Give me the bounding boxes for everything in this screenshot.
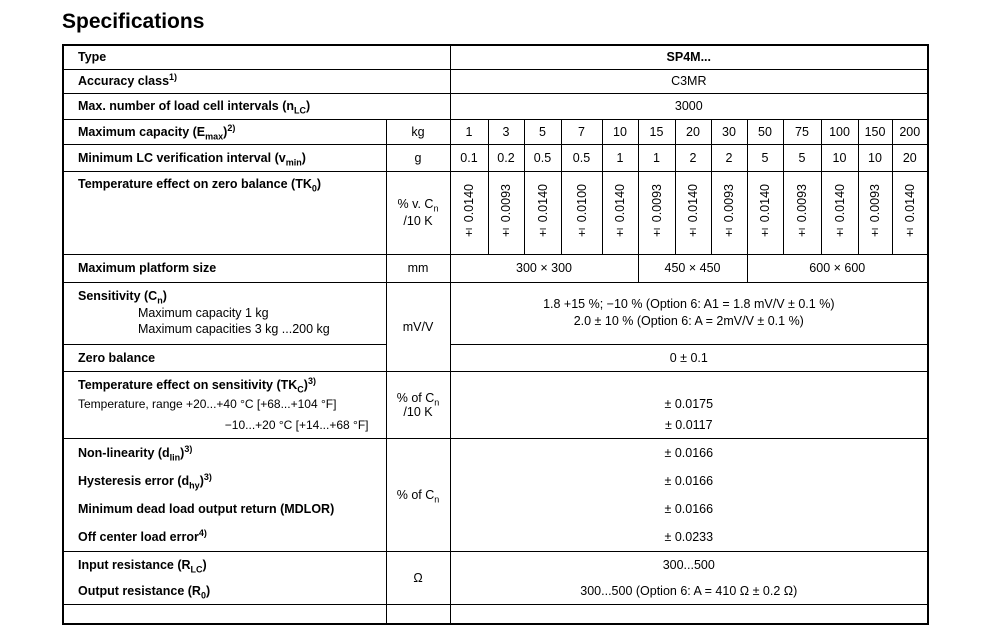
errors-label: Non-linearity (dlin)3) Hysteresis error …: [62, 437, 387, 552]
tk0-value: ± 0.0093: [710, 170, 748, 255]
row-type: Type SP4M...: [62, 44, 929, 70]
tk0-value-text: ± 0.0093: [499, 183, 513, 240]
type-label: Type: [62, 44, 451, 70]
zero-label: Zero balance: [62, 343, 387, 372]
tk0-value-text: ± 0.0140: [462, 183, 476, 240]
tk0-value: ± 0.0093: [857, 170, 893, 255]
page-title: Specifications: [62, 10, 205, 33]
sensitivity-value: 1.8 +15 %; −10 % (Option 6: A1 = 1.8 mV/…: [449, 281, 929, 345]
tk0-value-text: ± 0.0100: [574, 183, 589, 240]
intervals-value: 3000: [449, 92, 929, 120]
tk0-value: ± 0.0140: [523, 170, 562, 255]
capacity-value: 1: [449, 118, 489, 145]
vmin-value: 10: [857, 143, 893, 172]
capacity-value: 75: [782, 118, 822, 145]
tk0-value: ± 0.0100: [560, 170, 603, 255]
tk0-value-text: ± 0.0093: [722, 183, 736, 240]
capacity-value: 7: [560, 118, 603, 145]
errors-unit: % of Cn: [385, 437, 451, 552]
intervals-label: Max. number of load cell intervals (nLC): [62, 92, 451, 120]
resistance-unit: Ω: [385, 550, 451, 605]
accuracy-label: Accuracy class1): [62, 68, 451, 94]
vmin-unit: g: [385, 143, 451, 172]
row-zero-balance: Zero balance 0 ± 0.1: [62, 343, 929, 372]
row-sensitivity: Sensitivity (Cn) Maximum capacity 1 kg M…: [62, 281, 929, 372]
resistance-label: Input resistance (RLC) Output resistance…: [62, 550, 387, 605]
row-vmin: Minimum LC verification interval (vmin) …: [62, 143, 929, 172]
row-tkc: Temperature effect on sensitivity (TKC)3…: [62, 370, 929, 439]
capacity-unit: kg: [385, 118, 451, 145]
capacity-value: 30: [710, 118, 748, 145]
row-resistance: Input resistance (RLC) Output resistance…: [62, 550, 929, 605]
tkc-label: Temperature effect on sensitivity (TKC)3…: [62, 370, 387, 439]
capacity-value: 10: [601, 118, 639, 145]
capacity-value: 5: [523, 118, 562, 145]
platform-value: 300 × 300: [449, 253, 639, 283]
vmin-value: 0.5: [523, 143, 562, 172]
row-next: [62, 603, 929, 625]
vmin-value: 0.1: [449, 143, 489, 172]
tk0-value-text: ± 0.0140: [832, 183, 847, 240]
tk0-unit: % v. Cn/10 K: [385, 170, 451, 255]
capacity-value: 15: [637, 118, 676, 145]
tk0-value: ± 0.0093: [637, 170, 676, 255]
row-intervals: Max. number of load cell intervals (nLC)…: [62, 92, 929, 120]
tk0-value: ± 0.0140: [820, 170, 859, 255]
tk0-value: ± 0.0093: [782, 170, 822, 255]
tk0-label: Temperature effect on zero balance (TK0): [62, 170, 387, 255]
vmin-value: 1: [637, 143, 676, 172]
tk0-value-text: ± 0.0093: [649, 183, 664, 240]
vmin-value: 5: [782, 143, 822, 172]
tkc-unit: % of Cn/10 K: [385, 370, 451, 439]
tk0-value-text: ± 0.0140: [535, 183, 550, 240]
vmin-value: 0.2: [487, 143, 525, 172]
capacity-value: 3: [487, 118, 525, 145]
vmin-value: 10: [820, 143, 859, 172]
capacity-value: 100: [820, 118, 859, 145]
tk0-value-text: ± 0.0140: [758, 183, 772, 240]
row-platform: Maximum platform size mm 300 × 300 450 ×…: [62, 253, 929, 283]
row-tk0: Temperature effect on zero balance (TK0)…: [62, 170, 929, 255]
tk0-value: ± 0.0140: [891, 170, 929, 255]
vmin-label: Minimum LC verification interval (vmin): [62, 143, 387, 172]
vmin-value: 2: [674, 143, 712, 172]
vmin-value: 0.5: [560, 143, 603, 172]
capacity-value: 50: [746, 118, 784, 145]
platform-value: 600 × 600: [746, 253, 929, 283]
specifications-table: Type SP4M... Accuracy class1) C3MR Max. …: [62, 44, 930, 625]
tk0-value: ± 0.0093: [487, 170, 525, 255]
tk0-value-text: ± 0.0093: [795, 183, 809, 240]
capacity-value: 150: [857, 118, 893, 145]
vmin-value: 5: [746, 143, 784, 172]
sensitivity-unit: mV/V: [385, 281, 451, 372]
type-value: SP4M...: [449, 44, 929, 70]
tk0-value-text: ± 0.0093: [868, 183, 882, 240]
errors-values: ± 0.0166 ± 0.0166 ± 0.0166 ± 0.0233: [449, 437, 929, 552]
platform-label: Maximum platform size: [62, 253, 387, 283]
capacity-value: 200: [891, 118, 929, 145]
row-capacity: Maximum capacity (Emax)2) kg 1 3 5 7 10 15 20 3…: [62, 118, 929, 145]
row-errors: Non-linearity (dlin)3) Hysteresis error …: [62, 437, 929, 552]
tk0-value: ± 0.0140: [449, 170, 489, 255]
tk0-value-text: ± 0.0140: [686, 183, 700, 240]
tk0-value-text: ± 0.0140: [902, 183, 917, 240]
vmin-value: 2: [710, 143, 748, 172]
capacity-label: Maximum capacity (Emax)2): [62, 118, 387, 145]
zero-value: 0 ± 0.1: [449, 343, 929, 372]
tkc-value: ± 0.0175 ± 0.0117: [449, 370, 929, 439]
capacity-value: 20: [674, 118, 712, 145]
tk0-value: ± 0.0140: [674, 170, 712, 255]
tk0-value: ± 0.0140: [746, 170, 784, 255]
tk0-value-text: ± 0.0140: [613, 183, 627, 240]
platform-value: 450 × 450: [637, 253, 748, 283]
tk0-value: ± 0.0140: [601, 170, 639, 255]
platform-unit: mm: [385, 253, 451, 283]
vmin-value: 20: [891, 143, 929, 172]
resistance-values: 300...500 300...500 (Option 6: A = 410 Ω…: [449, 550, 929, 605]
row-accuracy: Accuracy class1) C3MR: [62, 68, 929, 94]
accuracy-value: C3MR: [449, 68, 929, 94]
sensitivity-label: Sensitivity (Cn) Maximum capacity 1 kg M…: [62, 281, 387, 345]
vmin-value: 1: [601, 143, 639, 172]
